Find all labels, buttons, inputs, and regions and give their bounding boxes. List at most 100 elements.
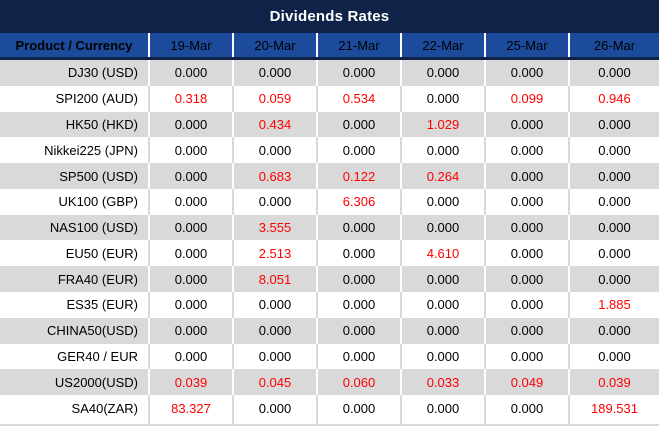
dividend-value-zero: 0.000 xyxy=(400,266,484,293)
dividend-value-zero: 0.000 xyxy=(400,317,484,344)
dividend-value-zero: 0.000 xyxy=(568,266,659,293)
table-row: NAS100 (USD) 0.000 3.555 0.000 0.000 0.000 0.0… xyxy=(0,214,659,241)
product-name: SA40(ZAR) xyxy=(71,400,138,416)
dividend-value-nonzero: 0.059 xyxy=(232,85,316,112)
dividend-value-nonzero: 2.513 xyxy=(232,240,316,267)
dividend-value-zero: 0.000 xyxy=(232,60,316,86)
table-row: DJ30 (USD) 0.000 0.000 0.000 0.000 0.000 0.000 xyxy=(0,60,659,86)
column-header-date: 25-Mar xyxy=(484,33,568,57)
dividend-value-zero: 0.000 xyxy=(148,163,232,189)
dividend-value-zero: 0.000 xyxy=(316,317,400,344)
dividend-value-nonzero: 0.318 xyxy=(148,85,232,112)
product-name: SP500 (USD) xyxy=(59,168,138,184)
dividend-value-zero: 0.000 xyxy=(400,188,484,215)
dividend-value-zero: 0.000 xyxy=(148,188,232,215)
product-name: GER40 / EUR xyxy=(57,348,138,364)
dividend-value-zero: 0.000 xyxy=(568,111,659,138)
dividend-value-zero: 0.000 xyxy=(148,292,232,318)
dividend-value-nonzero: 0.683 xyxy=(232,163,316,189)
product-name: SPI200 (AUD) xyxy=(55,91,138,107)
dividend-value-zero: 0.000 xyxy=(148,240,232,267)
dividend-value-nonzero: 0.122 xyxy=(316,163,400,189)
dividend-value-nonzero: 0.060 xyxy=(316,369,400,396)
dividend-value-zero: 0.000 xyxy=(148,60,232,86)
dividend-value-zero: 0.000 xyxy=(484,214,568,241)
dividend-value-zero: 0.000 xyxy=(568,240,659,267)
partial-value-cell xyxy=(316,421,400,424)
table-row: SPI200 (AUD) 0.318 0.059 0.534 0.000 0.099 0.9… xyxy=(0,85,659,112)
dividend-value-zero: 0.000 xyxy=(568,188,659,215)
table-row: GER40 / EUR 0.000 0.000 0.000 0.000 0.000 0.00… xyxy=(0,343,659,370)
dividend-value-zero: 0.000 xyxy=(568,317,659,344)
dividend-value-zero: 0.000 xyxy=(568,137,659,164)
dividend-value-nonzero: 4.610 xyxy=(400,240,484,267)
dividend-value-zero: 0.000 xyxy=(232,137,316,164)
dividend-value-nonzero: 0.264 xyxy=(400,163,484,189)
column-header-date: 22-Mar xyxy=(400,33,484,57)
dividend-value-nonzero: 189.531 xyxy=(568,395,659,421)
dividend-value-zero: 0.000 xyxy=(568,163,659,189)
dividend-value-nonzero: 0.534 xyxy=(316,85,400,112)
column-header-date: 26-Mar xyxy=(568,33,659,57)
product-name: Nikkei225 (JPN) xyxy=(44,142,138,158)
dividend-value-zero: 0.000 xyxy=(232,343,316,370)
dividend-value-zero: 0.000 xyxy=(316,214,400,241)
page-title: Dividends Rates xyxy=(0,0,659,33)
dividend-value-zero: 0.000 xyxy=(484,343,568,370)
table-row: UK100 (GBP) 0.000 0.000 6.306 0.000 0.000 0.00… xyxy=(0,188,659,215)
dividend-value-nonzero: 1.885 xyxy=(568,292,659,318)
product-name: HK50 (HKD) xyxy=(65,116,138,132)
dividend-value-zero: 0.000 xyxy=(316,395,400,421)
table-row: HK50 (HKD) 0.000 0.434 0.000 1.029 0.000 0.000 xyxy=(0,111,659,138)
dividend-value-nonzero: 83.327 xyxy=(148,395,232,421)
product-name: CHINA50(USD) xyxy=(46,323,138,339)
table-row: Nikkei225 (JPN) 0.000 0.000 0.000 0.000 0.000… xyxy=(0,137,659,164)
dividend-value-nonzero: 0.039 xyxy=(148,369,232,396)
partial-value-cell xyxy=(232,421,316,424)
dividend-value-zero: 0.000 xyxy=(232,188,316,215)
dividend-value-zero: 0.000 xyxy=(148,343,232,370)
column-header-product-currency: Product / Currency xyxy=(15,37,133,53)
table-row: US2000(USD) 0.039 0.045 0.060 0.033 0.049 0.03… xyxy=(0,369,659,396)
dividend-value-zero: 0.000 xyxy=(316,266,400,293)
product-name: EU50 (EUR) xyxy=(65,245,138,261)
dividend-value-zero: 0.000 xyxy=(232,292,316,318)
dividend-value-nonzero: 6.306 xyxy=(316,188,400,215)
dividend-value-nonzero: 0.033 xyxy=(400,369,484,396)
dividend-value-nonzero: 3.555 xyxy=(232,214,316,241)
dividend-value-zero: 0.000 xyxy=(148,111,232,138)
partial-product-cell xyxy=(0,421,148,424)
dividend-value-zero: 0.000 xyxy=(484,137,568,164)
dividend-value-nonzero: 0.946 xyxy=(568,85,659,112)
dividend-value-zero: 0.000 xyxy=(400,395,484,421)
dividend-value-zero: 0.000 xyxy=(400,137,484,164)
dividend-value-zero: 0.000 xyxy=(484,240,568,267)
dividend-value-zero: 0.000 xyxy=(316,240,400,267)
product-name: ES35 (EUR) xyxy=(66,297,138,313)
product-name: DJ30 (USD) xyxy=(67,65,138,81)
dividend-value-zero: 0.000 xyxy=(400,343,484,370)
dividend-value-zero: 0.000 xyxy=(316,343,400,370)
product-name: US2000(USD) xyxy=(54,374,138,390)
partial-value-cell xyxy=(568,421,659,424)
partial-next-row xyxy=(0,421,659,426)
table-row: CHINA50(USD) 0.000 0.000 0.000 0.000 0.000 0.0… xyxy=(0,317,659,344)
column-header-date: 19-Mar xyxy=(148,33,232,57)
partial-value-cell xyxy=(484,421,568,424)
dividend-value-nonzero: 1.029 xyxy=(400,111,484,138)
product-name: NAS100 (USD) xyxy=(49,220,138,236)
product-name: UK100 (GBP) xyxy=(58,194,138,210)
dividend-value-zero: 0.000 xyxy=(484,317,568,344)
dividend-value-zero: 0.000 xyxy=(148,214,232,241)
dividend-value-zero: 0.000 xyxy=(316,292,400,318)
dividend-value-nonzero: 0.434 xyxy=(232,111,316,138)
dividend-value-zero: 0.000 xyxy=(148,137,232,164)
dividend-value-nonzero: 0.099 xyxy=(484,85,568,112)
dividend-value-nonzero: 0.045 xyxy=(232,369,316,396)
dividend-value-zero: 0.000 xyxy=(316,137,400,164)
table-row: SA40(ZAR) 83.327 0.000 0.000 0.000 0.000 189.5… xyxy=(0,395,659,421)
dividend-value-nonzero: 8.051 xyxy=(232,266,316,293)
dividend-value-zero: 0.000 xyxy=(400,292,484,318)
partial-value-cell xyxy=(148,421,232,424)
table-row: EU50 (EUR) 0.000 2.513 0.000 4.610 0.000 0.000 xyxy=(0,240,659,267)
